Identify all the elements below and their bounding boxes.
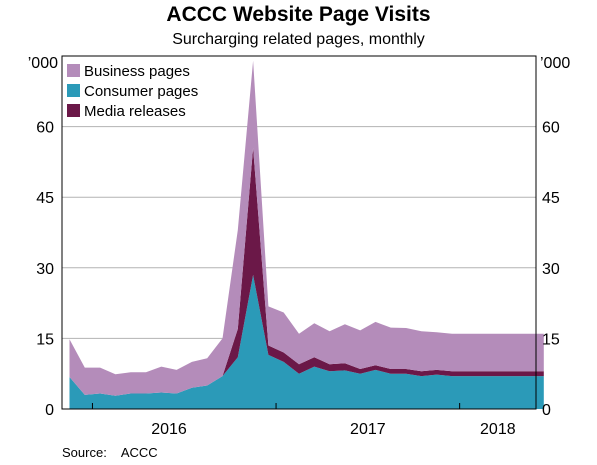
y-tick-left: 30 — [36, 261, 54, 278]
legend-label-business-pages: Business pages — [84, 63, 190, 80]
chart-title: ACCC Website Page Visits — [166, 3, 431, 26]
y-tick-left: 45 — [36, 190, 54, 207]
y-tick-left: 15 — [36, 331, 54, 348]
x-tick-label: 2017 — [350, 421, 386, 438]
legend-swatch-media-releases — [67, 104, 80, 117]
legend-swatch-consumer-pages — [67, 84, 80, 97]
y-tick-left: 0 — [45, 402, 54, 419]
legend-label-media-releases: Media releases — [84, 103, 186, 120]
y-tick-right: 45 — [542, 190, 560, 207]
unit-label-left: ’000 — [28, 55, 58, 72]
y-tick-left: 60 — [36, 120, 54, 137]
y-tick-right: 30 — [542, 261, 560, 278]
chart-subtitle: Surcharging related pages, monthly — [172, 31, 425, 48]
source-note: Source: ACCC — [62, 445, 172, 460]
x-tick-label: 2018 — [480, 421, 516, 438]
y-tick-right: 60 — [542, 120, 560, 137]
y-tick-right: 15 — [542, 331, 560, 348]
area-business-pages — [69, 60, 544, 396]
source-value: ACCC — [120, 445, 158, 460]
area-consumer-pages — [69, 274, 544, 409]
legend-label-consumer-pages: Consumer pages — [84, 83, 198, 100]
source-label: Source: — [62, 445, 107, 460]
legend-swatch-business-pages — [67, 64, 80, 77]
y-tick-right: 0 — [542, 402, 551, 419]
unit-label-right: ’000 — [540, 55, 570, 72]
plot-frame — [61, 55, 537, 410]
x-tick-label: 2016 — [151, 421, 187, 438]
